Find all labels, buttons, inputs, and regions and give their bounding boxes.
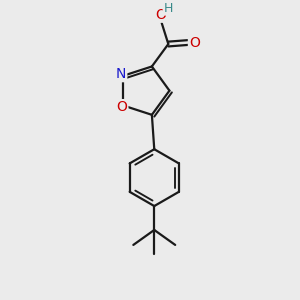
Text: O: O [189, 35, 200, 50]
Text: H: H [164, 2, 173, 15]
Text: N: N [116, 67, 126, 81]
Text: O: O [116, 100, 128, 114]
Text: O: O [156, 8, 167, 22]
